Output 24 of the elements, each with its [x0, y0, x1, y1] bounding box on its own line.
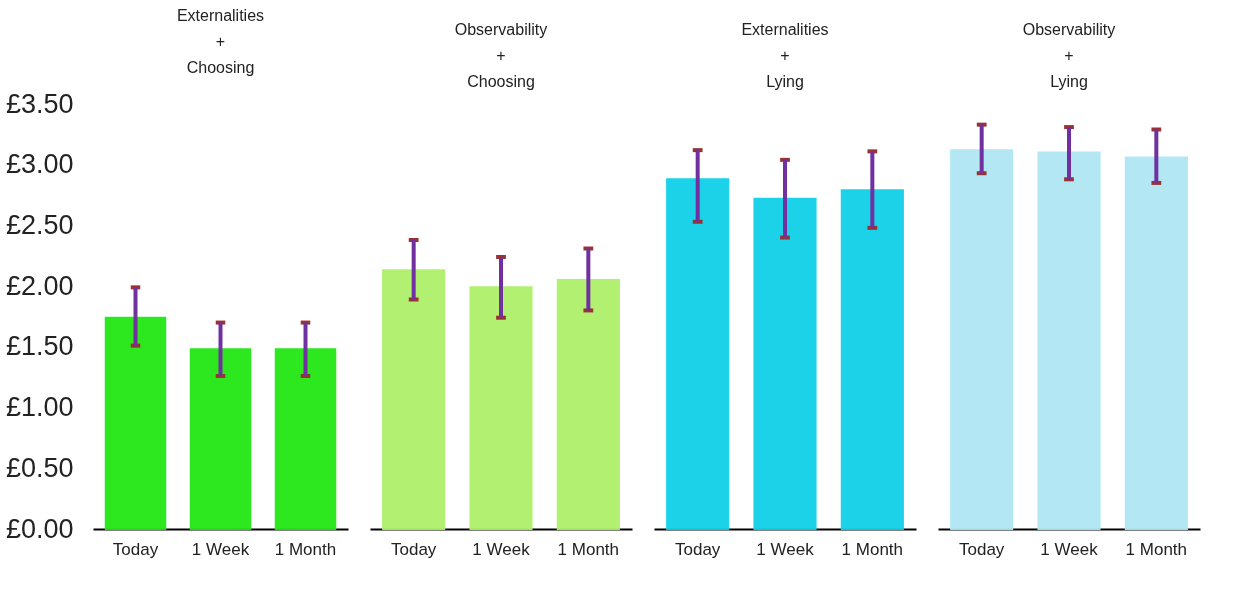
- x-tick-label: 1 Week: [191, 539, 250, 559]
- chart-title: Observability + Lying: [1022, 21, 1116, 90]
- y-tick-label: £3.00: [5, 149, 74, 180]
- y-tick-label: £2.50: [5, 209, 74, 240]
- y-tick-label: £2.00: [5, 270, 74, 301]
- x-tick-label: 1 Month: [1125, 539, 1188, 559]
- chart-title: Externalities + Lying: [741, 21, 829, 90]
- chart-title: Externalities + Choosing: [176, 7, 265, 76]
- x-tick-label: 1 Month: [557, 539, 620, 559]
- x-tick-label: Today: [674, 539, 721, 559]
- x-tick-label: 1 Month: [841, 539, 904, 559]
- chart-title: Observability + Choosing: [454, 21, 548, 90]
- x-tick-label: 1 Month: [274, 539, 337, 559]
- y-tick-label: £1.50: [5, 331, 74, 362]
- x-tick-label: Today: [958, 539, 1005, 559]
- x-tick-label: 1 Week: [756, 539, 815, 559]
- y-tick-label: £0.00: [5, 513, 74, 544]
- x-tick-label: 1 Week: [472, 539, 531, 559]
- x-tick-label: Today: [112, 539, 159, 559]
- y-tick-label: £3.50: [5, 88, 74, 119]
- x-tick-label: Today: [390, 539, 437, 559]
- y-tick-label: £0.50: [5, 452, 74, 483]
- x-tick-label: 1 Week: [1040, 539, 1099, 559]
- y-tick-label: £1.00: [5, 392, 74, 423]
